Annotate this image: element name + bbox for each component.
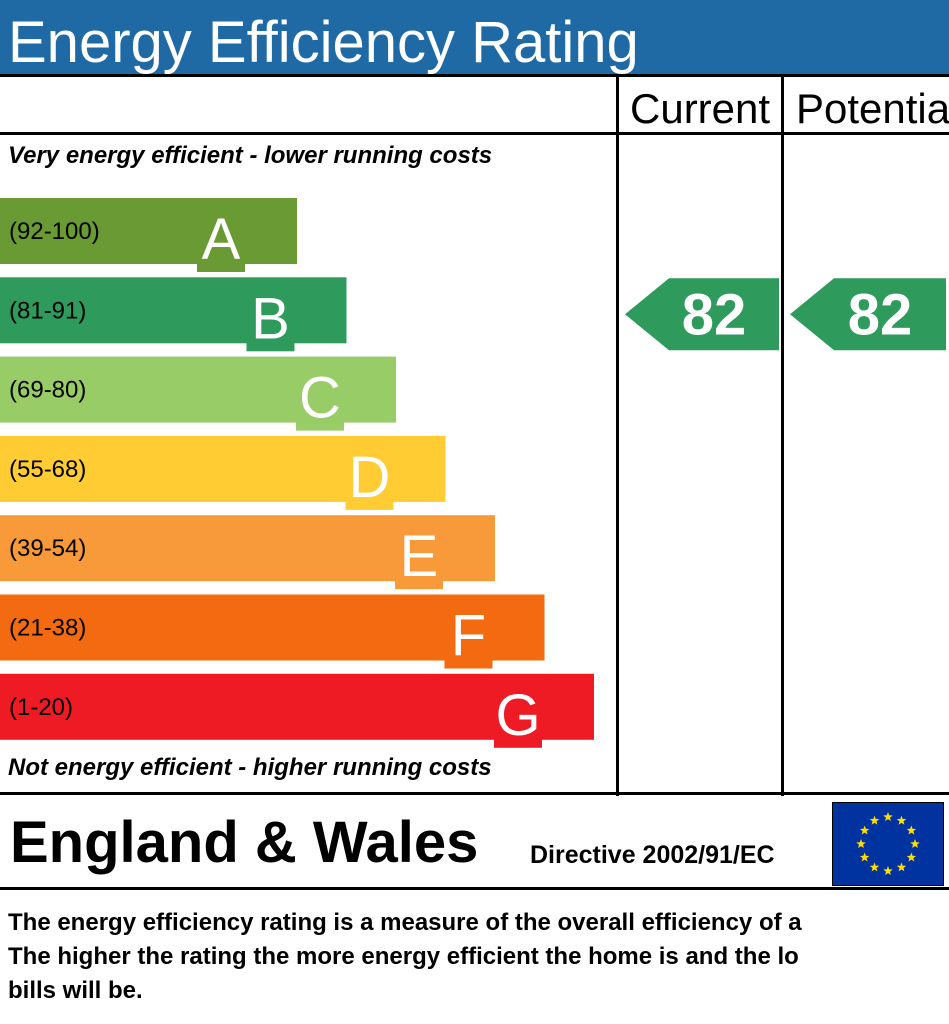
title-bar: Energy Efficiency Rating — [0, 0, 949, 74]
band-letter-c: C — [299, 366, 341, 431]
eu-star-icon — [910, 839, 920, 848]
eu-star-icon — [896, 862, 907, 872]
eu-star-icon — [883, 812, 893, 821]
eu-star-icon — [859, 852, 870, 862]
current-rating-value: 82 — [682, 282, 747, 347]
band-letter-f: F — [451, 604, 486, 669]
band-tab-b — [246, 341, 295, 352]
band-letter-g: G — [495, 683, 540, 748]
rating-chart: (92-100) A (81-91) B (69-80) C (55-68) D (39-54)… — [0, 198, 946, 748]
eu-star-icon — [859, 825, 870, 835]
top-note: Very energy efficient - lower running co… — [8, 142, 493, 169]
band-bar-g — [0, 673, 594, 740]
description-line: bills will be. — [8, 977, 143, 1004]
divider-potential — [781, 74, 784, 796]
band-range-f: (21-38) — [9, 615, 86, 642]
band-bar-e — [0, 515, 495, 582]
eu-star-icon — [856, 839, 866, 848]
band-letter-a: A — [202, 207, 241, 272]
band-letter-d: D — [349, 445, 391, 510]
band-range-b: (81-91) — [9, 297, 86, 324]
description-line: The energy efficiency rating is a measur… — [8, 909, 802, 936]
band-range-g: (1-20) — [9, 694, 73, 721]
band-bar-d — [0, 435, 446, 502]
region-title: England & Wales — [10, 810, 479, 875]
rating-frame — [0, 74, 949, 890]
description-line: The higher the rating the more energy ef… — [8, 943, 799, 970]
eu-star-icon — [869, 862, 880, 872]
divider-current — [616, 74, 619, 796]
eu-flag-icon — [832, 802, 944, 886]
eu-star-icon — [896, 815, 907, 825]
band-tab-d — [345, 499, 394, 510]
directive-label: Directive 2002/91/EC — [530, 841, 775, 869]
potential-rating-arrow — [790, 278, 946, 351]
band-range-d: (55-68) — [9, 456, 86, 483]
column-header-current: Current — [630, 85, 771, 132]
band-letter-e: E — [400, 524, 439, 589]
band-bar-f — [0, 594, 545, 661]
band-bar-b — [0, 277, 347, 344]
header-underline — [0, 132, 949, 135]
band-letter-b: B — [251, 286, 290, 351]
eu-star-icon — [906, 825, 917, 835]
band-tab-e — [395, 579, 443, 590]
band-tab-a — [197, 262, 245, 272]
footer-divider — [0, 792, 949, 795]
eu-star-icon — [869, 815, 880, 825]
bottom-note: Not energy efficient - higher running co… — [8, 754, 492, 781]
band-range-a: (92-100) — [9, 218, 100, 245]
band-tab-f — [444, 658, 493, 669]
column-header-potential: Potentia — [796, 85, 949, 132]
eu-star-icon — [883, 866, 893, 875]
band-bar-c — [0, 356, 396, 423]
band-range-c: (69-80) — [9, 377, 86, 404]
current-rating-arrow — [625, 278, 779, 351]
chart-title: Energy Efficiency Rating — [8, 10, 639, 74]
eu-star-icon — [906, 852, 917, 862]
band-tab-c — [296, 420, 344, 431]
potential-rating-value: 82 — [848, 282, 913, 347]
band-bar-a — [0, 198, 297, 264]
band-range-e: (39-54) — [9, 535, 86, 562]
band-tab-g — [494, 737, 542, 748]
description: The energy efficiency rating is a measur… — [8, 906, 949, 1008]
